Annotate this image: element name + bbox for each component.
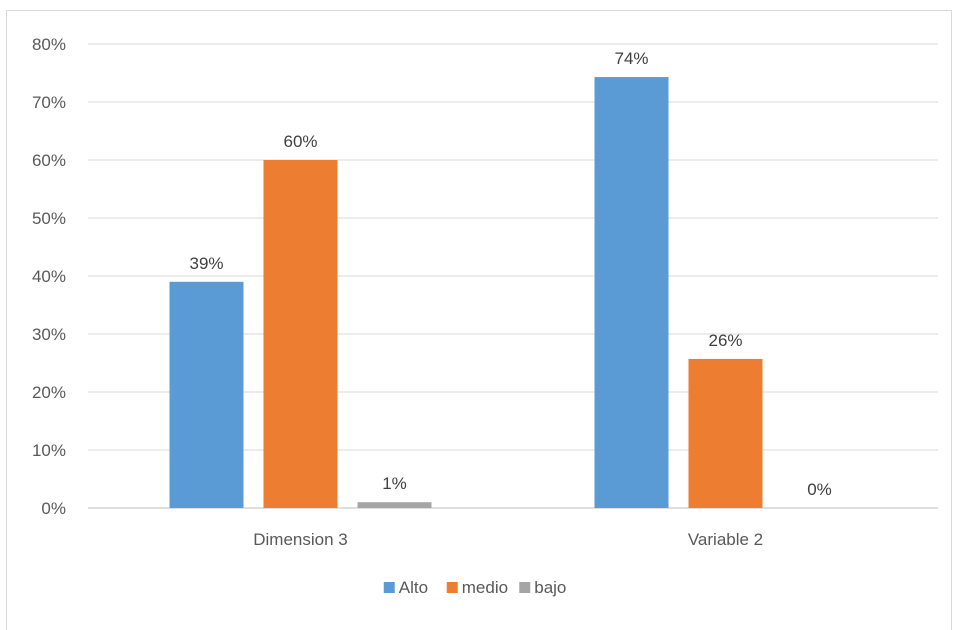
y-tick-label: 0% (41, 499, 66, 518)
y-tick-label: 40% (32, 267, 66, 286)
bars (169, 77, 763, 508)
x-axis-category-labels: Dimension 3 Variable 2 (253, 530, 763, 549)
data-label: 0% (807, 480, 832, 499)
y-tick-label: 20% (32, 383, 66, 402)
data-label: 39% (189, 254, 223, 273)
y-tick-label: 70% (32, 93, 66, 112)
y-tick-label: 60% (32, 151, 66, 170)
bar-alto-1 (169, 281, 244, 508)
legend-swatch-bajo (519, 582, 531, 593)
y-tick-label: 50% (32, 209, 66, 228)
bar-medio-2 (688, 358, 763, 508)
legend-label-bajo: bajo (534, 578, 566, 597)
legend-swatch-alto (383, 582, 395, 593)
data-labels: 39% 60% 1% 74% 26% 0% (189, 49, 831, 499)
data-label: 60% (283, 132, 317, 151)
category-label: Dimension 3 (253, 530, 348, 549)
chart-frame (6, 10, 952, 630)
data-label: 74% (614, 49, 648, 68)
category-label: Variable 2 (688, 530, 763, 549)
y-axis-tick-labels: 0% 10% 20% 30% 40% 50% 60% 70% 80% (32, 35, 66, 518)
y-tick-label: 10% (32, 441, 66, 460)
y-tick-label: 30% (32, 325, 66, 344)
bar-alto-2 (594, 77, 669, 508)
data-label: 26% (708, 331, 742, 350)
data-label: 1% (382, 474, 407, 493)
bar-medio-1 (263, 160, 338, 508)
legend: Alto medio bajo (383, 578, 566, 597)
legend-label-alto: Alto (399, 578, 428, 597)
legend-label-medio: medio (462, 578, 508, 597)
bar-bajo-1 (357, 502, 432, 508)
y-tick-label: 80% (32, 35, 66, 54)
legend-swatch-medio (446, 582, 458, 593)
